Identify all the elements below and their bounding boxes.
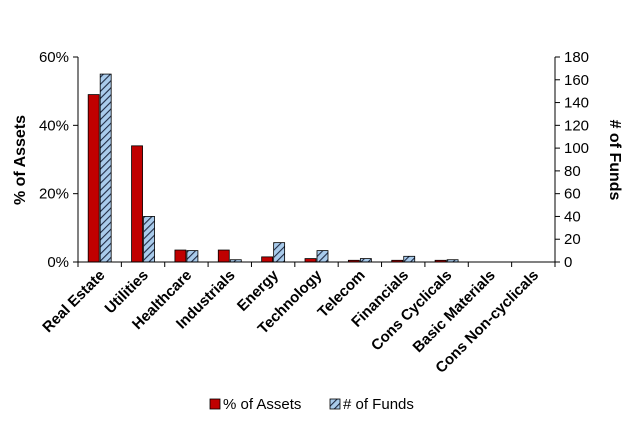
bar-funds-6 — [359, 258, 372, 263]
bar-assets-0 — [87, 94, 100, 263]
right-tick-label: 0 — [564, 254, 572, 271]
right-tick-label: 40 — [564, 208, 581, 225]
legend-label-assets: % of Assets — [223, 396, 301, 413]
left-tick-label: 60% — [39, 49, 69, 66]
category-label: Real Estate — [39, 267, 108, 336]
right-tick-label: 20 — [564, 231, 581, 248]
right-tick-label: 60 — [564, 186, 581, 203]
bar-funds-4 — [273, 242, 286, 263]
left-tick-label: 20% — [39, 186, 69, 203]
right-tick-label: 120 — [564, 117, 589, 134]
legend-label-funds: # of Funds — [343, 396, 414, 413]
bar-assets-5 — [304, 258, 317, 263]
bar-funds-2 — [186, 250, 199, 263]
plot-area — [87, 73, 459, 263]
bar-funds-0 — [99, 73, 112, 263]
right-tick-label: 140 — [564, 95, 589, 112]
legend-swatch-funds — [329, 398, 341, 410]
right-tick-label: 180 — [564, 49, 589, 66]
bar-funds-5 — [316, 250, 329, 263]
bar-assets-2 — [174, 249, 187, 263]
right-tick-label: 80 — [564, 163, 581, 180]
bar-assets-1 — [131, 145, 143, 263]
right-tick-label: 160 — [564, 72, 589, 89]
right-tick-label: 100 — [564, 140, 589, 157]
bar-assets-3 — [217, 249, 230, 263]
left-axis-title: % of Assets — [12, 115, 29, 205]
bar-assets-4 — [261, 256, 274, 263]
right-axis-title: # of Funds — [606, 120, 623, 201]
legend-swatch-assets — [209, 398, 221, 410]
bar-funds-7 — [403, 255, 416, 263]
left-tick-label: 0% — [47, 254, 69, 271]
legend: % of Assets # of Funds — [209, 396, 414, 413]
bar-funds-1 — [143, 216, 155, 263]
left-tick-label: 40% — [39, 117, 69, 134]
